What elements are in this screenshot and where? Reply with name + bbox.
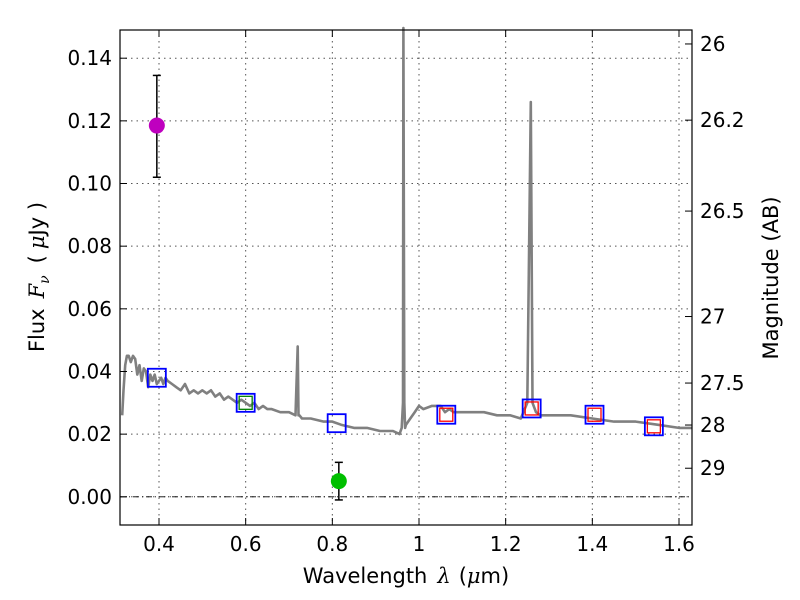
x-axis-ticks: 0.4 0.6 0.8 1 1.2 1.4 1.6 bbox=[143, 30, 695, 556]
y-tick-label: 0.14 bbox=[67, 46, 112, 70]
y2-tick-label: 26.5 bbox=[700, 199, 745, 223]
spectrum-line bbox=[120, 26, 692, 436]
observed-square bbox=[238, 395, 253, 410]
y-tick-label: 0.08 bbox=[67, 234, 112, 258]
y-tick-label: 0.00 bbox=[67, 485, 112, 509]
x-tick-label: 1.2 bbox=[490, 532, 522, 556]
plot-frame bbox=[119, 29, 693, 526]
data-series bbox=[120, 26, 692, 501]
y-tick-label: 0.06 bbox=[67, 297, 112, 321]
y-axis-ticks: 0.00 0.02 0.04 0.06 0.08 0.10 0.12 0.14 bbox=[67, 46, 127, 509]
y-axis-label: FluxFν(μJy ) bbox=[25, 202, 53, 352]
y2-tick-label: 26 bbox=[700, 32, 725, 56]
model-photometry-square bbox=[235, 392, 256, 413]
y-tick-label: 0.04 bbox=[67, 359, 112, 383]
y2-tick-label: 27.5 bbox=[700, 371, 745, 395]
x-tick-label: 0.8 bbox=[316, 532, 348, 556]
model-photometry-square bbox=[146, 367, 167, 388]
y-tick-label: 0.02 bbox=[67, 422, 112, 446]
x-tick-label: 1.6 bbox=[663, 532, 695, 556]
model-photometry-square bbox=[326, 413, 347, 434]
observed-square bbox=[524, 401, 539, 416]
data-point bbox=[148, 117, 165, 134]
y-tick-label: 0.10 bbox=[67, 172, 112, 196]
y-tick-label: 0.12 bbox=[67, 109, 112, 133]
y2-axis-label: Magnitude (AB) bbox=[759, 196, 783, 359]
y2-tick-label: 28 bbox=[700, 413, 725, 437]
x-tick-label: 0.4 bbox=[143, 532, 175, 556]
y2-axis-ticks: 26 26.2 26.5 27 27.5 28 29 bbox=[685, 32, 745, 480]
y2-tick-label: 26.2 bbox=[700, 108, 745, 132]
x-axis-label: Wavelength λ (μm) bbox=[303, 564, 509, 588]
y2-tick-label: 29 bbox=[700, 456, 725, 480]
grid-lines bbox=[120, 30, 692, 525]
data-point bbox=[330, 473, 347, 490]
observed-square bbox=[587, 407, 602, 422]
observed-square bbox=[439, 407, 454, 422]
x-tick-label: 1 bbox=[413, 532, 426, 556]
model-photometry-square bbox=[643, 416, 664, 437]
x-tick-label: 0.6 bbox=[230, 532, 262, 556]
model-photometry-square bbox=[521, 398, 542, 419]
x-tick-label: 1.4 bbox=[576, 532, 608, 556]
model-photometry-square bbox=[436, 404, 457, 425]
model-photometry-square bbox=[584, 404, 605, 425]
observed-square bbox=[646, 419, 662, 434]
y2-tick-label: 27 bbox=[700, 305, 725, 329]
